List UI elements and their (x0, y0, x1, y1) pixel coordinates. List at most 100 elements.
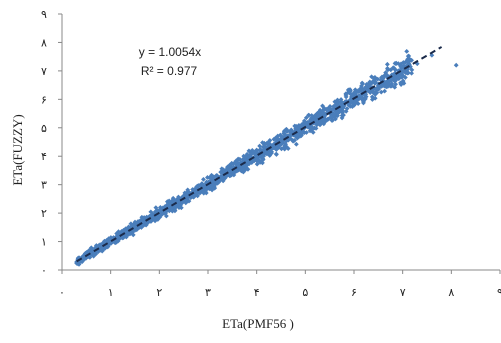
data-point (347, 97, 353, 103)
data-point (204, 186, 210, 192)
data-point (349, 94, 355, 99)
x-tick-label: ۵ (302, 286, 308, 299)
data-point (176, 198, 181, 203)
data-point (279, 139, 285, 145)
data-point (389, 81, 395, 87)
data-point (106, 238, 112, 244)
data-point (285, 128, 291, 134)
data-point (392, 78, 398, 84)
data-point (104, 244, 109, 250)
data-point (222, 175, 228, 181)
data-point (267, 149, 273, 155)
y-tick-label: ٨ (41, 36, 47, 49)
data-point (199, 181, 205, 186)
data-point (293, 141, 299, 147)
data-point (132, 219, 138, 225)
data-point (157, 211, 163, 217)
data-point (380, 75, 386, 81)
data-point (378, 89, 384, 95)
data-point (384, 61, 390, 67)
data-point (335, 99, 341, 105)
data-point (123, 234, 129, 240)
data-point (130, 232, 136, 238)
data-point (138, 225, 144, 230)
data-point (301, 118, 307, 124)
data-point (409, 70, 414, 76)
data-point (116, 229, 121, 235)
y-tick-label: ٠ (41, 264, 47, 277)
data-point (302, 130, 307, 135)
data-point (282, 143, 288, 149)
data-point (371, 76, 377, 81)
data-point (220, 178, 226, 184)
data-point (182, 196, 188, 202)
data-point (383, 84, 389, 90)
data-point (385, 73, 390, 79)
data-point (359, 83, 364, 89)
data-point (292, 123, 298, 129)
data-point (282, 146, 288, 152)
data-point (265, 141, 271, 147)
data-point (309, 113, 315, 118)
data-point (273, 143, 278, 149)
data-point (333, 116, 338, 122)
x-tick-label: ٣ (205, 286, 211, 299)
data-point (153, 205, 159, 211)
data-point (390, 65, 396, 71)
data-point (371, 78, 377, 84)
data-point (299, 122, 305, 127)
y-tick-label: ٩ (41, 8, 47, 21)
data-point (323, 111, 329, 117)
data-point (231, 170, 237, 176)
data-point (399, 72, 404, 78)
data-point (232, 160, 238, 166)
data-point (242, 154, 248, 160)
trendline-group (76, 46, 443, 263)
data-point (375, 76, 381, 82)
data-point (260, 160, 265, 166)
data-point (194, 189, 200, 195)
data-point (129, 223, 135, 229)
data-point (404, 59, 410, 65)
data-point (293, 125, 299, 130)
data-point (170, 195, 176, 201)
data-point (211, 183, 217, 189)
data-point (295, 132, 301, 138)
data-point (103, 239, 108, 245)
data-point (388, 67, 394, 73)
data-point (228, 167, 234, 172)
data-point (176, 194, 181, 200)
data-point (274, 152, 279, 157)
data-point (369, 87, 375, 93)
data-point (285, 146, 291, 151)
data-point (395, 73, 401, 79)
data-point (358, 94, 364, 100)
data-point (314, 119, 320, 125)
data-point (343, 94, 349, 100)
x-tick-label: ٩ (497, 286, 501, 299)
data-point (241, 163, 246, 169)
data-point (170, 208, 175, 214)
data-point (163, 213, 169, 219)
data-point (274, 136, 280, 142)
data-point (281, 128, 287, 134)
data-point (312, 125, 317, 131)
x-axis-label: ETa(PMF56 ) (222, 316, 294, 331)
data-point (385, 65, 390, 71)
data-point (349, 104, 355, 110)
data-point (212, 185, 218, 191)
data-point (238, 164, 243, 170)
data-point (209, 172, 214, 178)
data-point (243, 164, 249, 170)
data-point (186, 198, 192, 204)
labels: y = 1.0054x R² = 0.977 ETa(PMF56 ) ETa(F… (10, 45, 294, 331)
data-point (76, 259, 82, 265)
data-point (409, 67, 415, 73)
x-tick-label: ٧ (400, 286, 406, 299)
data-point (221, 167, 226, 173)
data-point (400, 60, 406, 65)
data-point (296, 125, 302, 131)
data-point (225, 164, 231, 170)
data-point (88, 246, 94, 252)
